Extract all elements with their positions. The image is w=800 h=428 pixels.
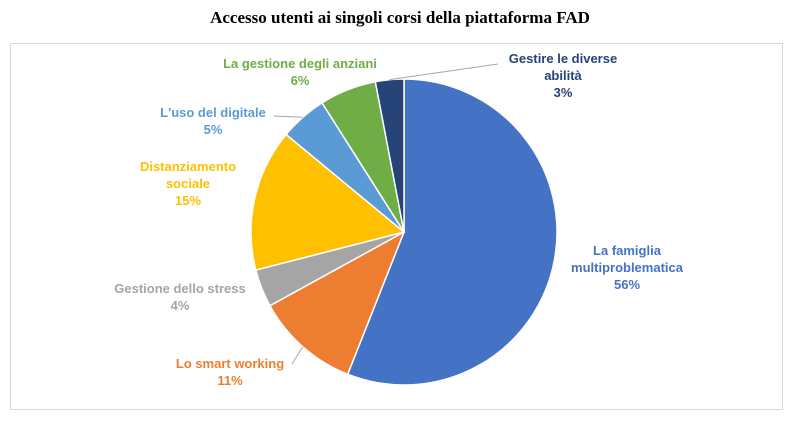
leader-line-abilita — [389, 63, 499, 81]
label-digitale-value: 5% — [203, 122, 223, 137]
label-stress-name: Gestione dello stress — [114, 281, 246, 296]
label-abilita-value: 3% — [553, 85, 573, 100]
label-smart-working: Lo smart working 11% — [168, 355, 292, 389]
slice-famiglia — [346, 78, 558, 386]
label-distanziamento-name: Distanziamento sociale — [139, 159, 237, 191]
label-anziani: La gestione degli anziani 6% — [210, 55, 390, 89]
slice-distanziamento — [250, 133, 406, 271]
label-stress: Gestione dello stress 4% — [106, 280, 254, 314]
label-famiglia-value: 56% — [613, 277, 641, 292]
label-famiglia: La famiglia multiproblematica 56% — [556, 242, 698, 293]
leader-line-digitale — [273, 115, 303, 118]
label-digitale: L'uso del digitale 5% — [150, 104, 276, 138]
label-anziani-name: La gestione degli anziani — [223, 56, 377, 71]
slice-smart-working — [268, 230, 406, 376]
label-stress-value: 4% — [170, 298, 190, 313]
label-distanziamento-value: 15% — [174, 193, 202, 208]
leader-line-smart-working — [291, 346, 304, 365]
chart-frame — [10, 43, 783, 410]
label-digitale-name: L'uso del digitale — [160, 105, 266, 120]
label-famiglia-name: La famiglia multiproblematica — [571, 243, 683, 275]
label-smart-working-name: Lo smart working — [175, 356, 285, 371]
label-smart-working-value: 11% — [217, 373, 243, 388]
chart-title: Accesso utenti ai singoli corsi della pi… — [210, 8, 590, 27]
label-abilita-name: Gestire le diverse abilità — [508, 51, 618, 83]
label-abilita: Gestire le diverse abilità 3% — [500, 50, 626, 101]
label-anziani-value: 6% — [290, 73, 310, 88]
label-distanziamento: Distanziamento sociale 15% — [133, 158, 243, 209]
